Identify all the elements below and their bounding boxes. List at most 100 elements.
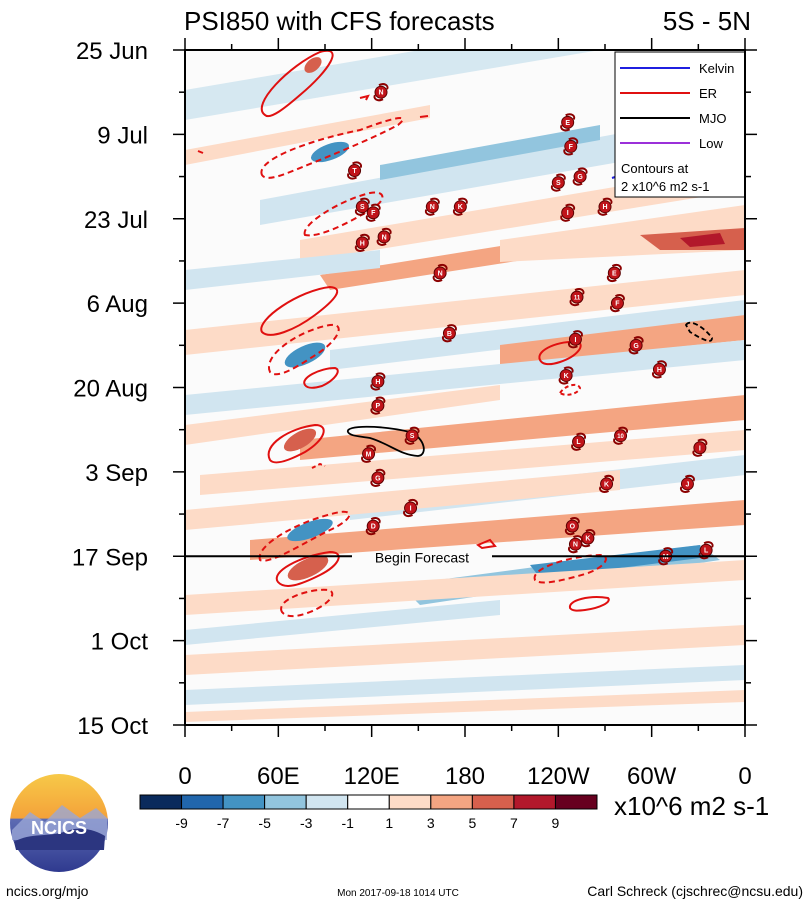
storm-label: D [371,524,376,531]
legend-mjo-label: MJO [699,111,726,126]
storm-tail [569,288,585,307]
legend-er-label: ER [699,86,717,101]
storm-tail [567,330,583,349]
storm-label: N [382,234,387,241]
storm-tail [370,468,386,487]
storm-label: N [438,270,443,277]
colorbar-swatch [305,794,349,810]
storm-dot [570,290,584,304]
colorbar-swatch [347,794,390,810]
storm-tail [560,203,576,222]
storm-dot [355,200,369,214]
storm-marker: G [572,167,588,186]
colorbar-swatch [264,794,307,810]
storm-dot [610,296,624,310]
storm-dot [680,477,694,491]
colorbar-swatch [139,794,183,810]
storm-dot [355,236,369,250]
storm-tail [658,547,674,566]
er-contour [476,538,497,550]
colorbar-level-label: -7 [217,815,230,831]
storm-marker: N [567,535,583,554]
storm-tail [597,197,613,216]
storm-dot [652,362,666,376]
er-contour [303,191,384,237]
er-contour [267,323,340,376]
colorbar-level-label: 5 [468,815,476,831]
storm-dot [433,266,447,280]
storm-dot [371,399,385,413]
storm-tail [613,426,629,445]
storm-dot [371,471,385,485]
storm-marker: I [692,438,708,457]
footer-right: Carl Schreck (cjschrec@ncsu.edu) [587,883,803,899]
storm-dot [404,501,418,515]
storm-label: K [564,373,569,380]
y-tick-label: 20 Aug [73,376,148,403]
colorbar-swatch [181,794,224,810]
storm-tail [679,474,695,493]
y-axis: 25 Jun 9 Jul 23 Jul 6 Aug 20 Aug 3 Sep 17 Sep 1… [72,38,757,740]
y-tick-label: 1 Oct [91,629,149,656]
storm-label: F [569,144,574,151]
storm-marker: I [403,498,419,518]
er-contour [419,115,429,118]
mjo-contour [347,425,425,457]
storm-label: N [573,542,578,549]
storm-tail [361,444,377,463]
storm-marker: N [376,227,392,246]
colorbar-swatch [554,794,598,810]
storm-marker: F [609,294,625,313]
storm-tail [564,517,580,536]
storm-dot [371,374,385,388]
storm-label: F [371,210,376,217]
storm-tail [558,366,574,385]
storm-dot [425,200,439,214]
y-tick-label: 6 Aug [87,291,148,318]
storm-label: T [352,168,357,175]
storm-marker: B [441,324,457,343]
storm-dot [568,332,582,346]
er-contour [538,340,582,366]
colorbar-level-label: -1 [342,815,355,831]
storm-tail [606,263,622,283]
storm-tail [370,372,386,391]
storm-dot [377,230,391,244]
storm-tail [376,227,392,246]
y-tick-label: 9 Jul [97,122,148,149]
chart-title: PSI850 with CFS forecasts [184,6,495,36]
storm-label: G [577,174,583,181]
storm-dot [366,206,380,220]
storm-tail [404,426,420,445]
storm-tail [365,203,381,222]
storm-marker: I [567,330,583,349]
storm-marker: L [698,541,714,560]
storm-label: I [410,506,412,513]
mjo-contours [347,321,713,457]
storm-marker: K [452,197,468,216]
storm-label: E [565,120,570,127]
forecast-marker: Begin Forecast [185,549,745,565]
storm-marker: N [424,197,440,216]
storm-label: 10 [617,434,624,440]
storm-marker: H [370,372,386,391]
colorbar: -9 -7 -5 -3 -1 1 3 5 7 9 [139,794,598,831]
legend-box [614,51,746,198]
storm-label: I [699,445,701,452]
storm-dot [362,447,376,461]
colorbar-level-label: 3 [427,815,435,831]
er-contour [558,383,582,396]
er-contour [359,94,370,101]
storm-dot [614,429,628,443]
storm-dot [348,164,362,178]
legend-note-line1: Contours at [621,161,689,176]
storm-tail [441,324,457,343]
storm-marker: E [560,113,576,132]
storm-tail [373,83,389,102]
colorbar-swatch [222,794,266,810]
storm-dot [559,368,573,382]
storm-tail [651,360,667,379]
storm-label: J [685,481,689,488]
y-tick-label: 3 Sep [85,460,148,487]
